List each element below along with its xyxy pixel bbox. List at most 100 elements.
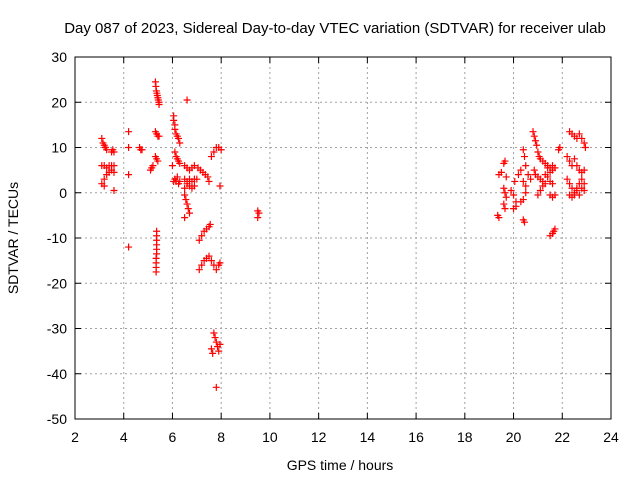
data-point: [580, 166, 588, 174]
x-tick-label: 6: [169, 429, 177, 445]
data-point: [578, 134, 586, 142]
data-point: [512, 202, 520, 210]
data-point: [500, 184, 508, 192]
grid-lines: [75, 57, 611, 419]
data-point: [533, 141, 541, 149]
data-point: [207, 153, 215, 161]
data-point: [575, 130, 583, 138]
data-point: [216, 259, 224, 267]
data-point: [581, 144, 589, 151]
x-tick-label: 2: [71, 429, 79, 445]
data-point: [198, 232, 206, 240]
data-point: [501, 157, 509, 165]
data-point: [210, 329, 218, 337]
data-point: [530, 166, 538, 174]
data-point: [183, 200, 191, 208]
data-point: [110, 162, 118, 170]
axis-ticks: 2 4 6 8 10 12 14 16 18 20 22 24-50-40-30-20-1001020…: [47, 49, 619, 445]
data-point: [183, 96, 191, 104]
data-point: [171, 148, 179, 156]
data-point: [138, 146, 146, 154]
data-point: [211, 334, 219, 342]
data-point: [529, 128, 537, 136]
data-point: [149, 162, 157, 170]
y-tick-label: -50: [47, 411, 67, 427]
data-point: [155, 101, 163, 109]
data-point: [175, 134, 183, 142]
y-tick-label: 10: [51, 140, 67, 156]
data-point: [551, 225, 559, 233]
data-point: [544, 164, 552, 172]
data-point: [546, 168, 554, 176]
data-point: [522, 162, 530, 170]
y-tick-label: 0: [59, 185, 67, 201]
x-tick-label: 12: [311, 429, 327, 445]
data-point: [502, 173, 510, 181]
data-point: [125, 171, 133, 179]
y-tick-label: -40: [47, 366, 67, 382]
data-point: [155, 132, 163, 140]
x-tick-label: 20: [506, 429, 522, 445]
data-point: [551, 164, 559, 172]
data-point: [195, 236, 203, 244]
data-point: [511, 177, 519, 185]
data-point: [181, 184, 189, 192]
chart-title: Day 087 of 2023, Sidereal Day-to-day VTE…: [64, 20, 606, 37]
data-point: [110, 148, 118, 156]
data-point: [176, 159, 184, 167]
data-point: [110, 168, 118, 176]
data-point: [207, 345, 215, 353]
data-point: [580, 180, 588, 188]
data-point: [563, 153, 571, 161]
data-point: [507, 186, 515, 194]
data-point: [100, 175, 108, 183]
data-point: [573, 162, 581, 170]
data-point: [206, 220, 214, 228]
data-point: [556, 144, 564, 151]
x-tick-label: 10: [262, 429, 278, 445]
plot-frame: [74, 56, 612, 420]
data-point: [530, 132, 538, 140]
data-point: [578, 175, 586, 183]
data-point: [103, 146, 111, 154]
data-point: [580, 186, 588, 194]
data-point: [549, 180, 557, 188]
y-tick-label: -20: [47, 275, 67, 291]
data-point: [210, 148, 218, 156]
data-point: [497, 168, 505, 176]
y-tick-label: 30: [51, 49, 67, 65]
data-point: [181, 214, 189, 222]
data-point: [204, 173, 212, 181]
data-point: [522, 189, 530, 197]
y-tick-label: 20: [51, 94, 67, 110]
data-point: [152, 268, 160, 276]
x-tick-label: 22: [554, 429, 570, 445]
y-tick-label: -10: [47, 230, 67, 246]
data-point: [125, 144, 133, 151]
data-point: [205, 177, 213, 185]
data-point: [195, 266, 203, 274]
x-axis-label: GPS time / hours: [287, 457, 394, 473]
y-tick-label: -30: [47, 321, 67, 337]
data-point: [500, 200, 508, 208]
data-point: [510, 191, 518, 199]
data-point: [176, 139, 184, 147]
data-point: [215, 347, 223, 355]
data-point: [255, 209, 263, 217]
data-point: [110, 186, 118, 194]
data-point: [551, 191, 559, 199]
data-point: [527, 175, 535, 183]
x-tick-label: 14: [360, 429, 376, 445]
data-points: [98, 78, 589, 391]
data-point: [207, 257, 215, 265]
y-axis-label: SDTVAR / TECUs: [5, 182, 21, 294]
data-point: [216, 182, 224, 190]
data-point: [100, 182, 108, 190]
data-point: [514, 171, 522, 179]
data-point: [519, 146, 527, 154]
data-point: [563, 175, 571, 183]
data-point: [534, 148, 542, 156]
x-tick-label: 18: [457, 429, 473, 445]
data-point: [209, 349, 217, 357]
